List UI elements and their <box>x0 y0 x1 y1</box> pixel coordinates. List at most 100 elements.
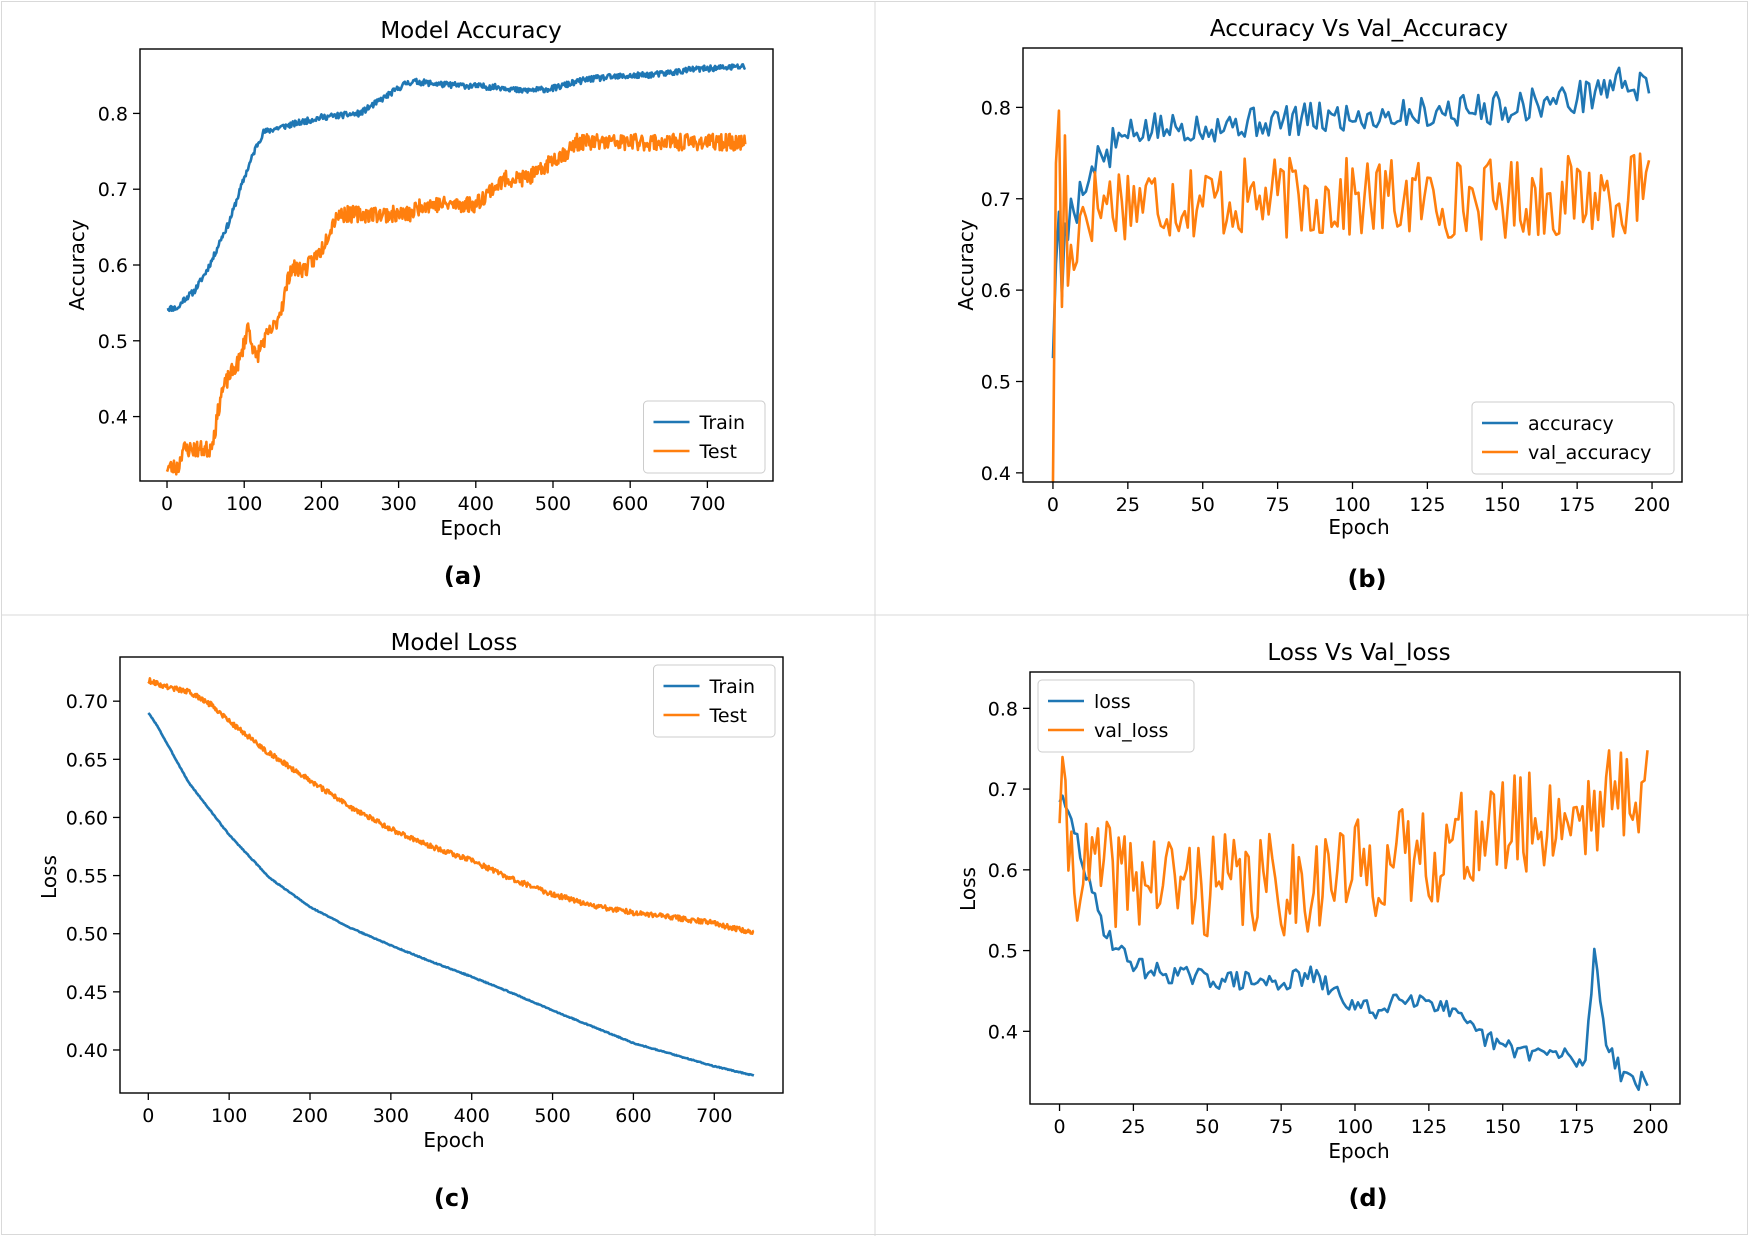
legend-box <box>653 664 776 738</box>
x-tick-label: 175 <box>1558 1116 1594 1138</box>
x-tick-label: 125 <box>1411 1116 1447 1138</box>
legend: Train Test <box>643 400 766 474</box>
x-axis-label: Epoch <box>1328 1139 1389 1163</box>
x-tick-label: 500 <box>534 1105 570 1127</box>
series-lines <box>1051 66 1651 482</box>
series-line-test <box>147 677 755 935</box>
x-tick-label: 700 <box>689 493 725 515</box>
x-tick-label: 0 <box>142 1105 154 1127</box>
y-tick-label: 0.6 <box>981 280 1011 302</box>
y-tick-label: 0.8 <box>98 103 128 125</box>
x-tick-label: 25 <box>1121 1116 1145 1138</box>
y-tick-label: 0.40 <box>66 1040 108 1062</box>
legend-label: loss <box>1094 691 1131 713</box>
series-line-val-accuracy <box>1051 109 1651 482</box>
x-tick-label: 300 <box>380 493 416 515</box>
series-line-accuracy <box>1051 66 1651 359</box>
legend-label: Test <box>699 441 737 463</box>
x-tick-label: 100 <box>211 1105 247 1127</box>
x-tick-label: 0 <box>1047 494 1059 516</box>
panel-b-accuracy-vs-val-accuracy: Accuracy Vs Val_Accuracy Epoch Accuracy … <box>954 16 1683 593</box>
y-axis-label: Loss <box>37 855 61 899</box>
x-tick-label: 75 <box>1269 1116 1293 1138</box>
panel-label: (c) <box>434 1184 470 1212</box>
y-tick-label: 0.65 <box>66 749 108 771</box>
x-tick-label: 200 <box>1632 1116 1668 1138</box>
x-tick-label: 200 <box>303 493 339 515</box>
legend-label: Train <box>699 412 746 434</box>
legend-label: Train <box>709 676 756 698</box>
series-line-val-loss <box>1058 749 1649 938</box>
x-tick-label: 0 <box>1053 1116 1065 1138</box>
series-line-loss <box>1058 794 1649 1092</box>
chart-title: Loss Vs Val_loss <box>1267 640 1450 666</box>
y-axis-label: Loss <box>956 867 980 911</box>
x-tick-label: 700 <box>696 1105 732 1127</box>
legend-label: val_loss <box>1094 720 1168 742</box>
y-tick-label: 0.7 <box>98 179 128 201</box>
x-tick-label: 75 <box>1266 494 1290 516</box>
x-tick-label: 600 <box>612 493 648 515</box>
x-axis-label: Epoch <box>423 1128 484 1152</box>
y-tick-label: 0.7 <box>981 189 1011 211</box>
y-tick-label: 0.50 <box>66 924 108 946</box>
legend-label: val_accuracy <box>1528 442 1651 464</box>
legend: loss val_loss <box>1037 679 1195 753</box>
y-tick-label: 0.4 <box>988 1021 1018 1043</box>
legend: Train Test <box>653 664 776 738</box>
x-tick-label: 0 <box>161 493 173 515</box>
x-tick-label: 150 <box>1484 494 1520 516</box>
panel-d-loss-vs-val-loss: Loss Vs Val_loss Epoch Loss (d) 0 25 50 75 1… <box>956 640 1681 1212</box>
y-tick-label: 0.6 <box>988 860 1018 882</box>
x-axis-label: Epoch <box>440 516 501 540</box>
series-line-test <box>165 132 747 476</box>
x-tick-label: 50 <box>1191 494 1215 516</box>
x-tick-label: 200 <box>292 1105 328 1127</box>
y-tick-label: 0.8 <box>988 698 1018 720</box>
x-tick-label: 300 <box>373 1105 409 1127</box>
x-tick-label: 100 <box>1334 494 1370 516</box>
legend-box <box>643 400 766 474</box>
y-tick-label: 0.55 <box>66 866 108 888</box>
y-axis-label: Accuracy <box>65 219 89 310</box>
x-tick-label: 200 <box>1634 494 1670 516</box>
legend-label: Test <box>709 705 747 727</box>
x-tick-label: 600 <box>615 1105 651 1127</box>
y-tick-label: 0.70 <box>66 691 108 713</box>
series-lines <box>1058 749 1649 1092</box>
x-tick-label: 100 <box>226 493 262 515</box>
y-tick-label: 0.5 <box>98 331 128 353</box>
x-tick-label: 100 <box>1337 1116 1373 1138</box>
x-tick-label: 175 <box>1559 494 1595 516</box>
x-tick-label: 50 <box>1195 1116 1219 1138</box>
panel-c-model-loss: Model Loss Epoch Loss (c) 0 100 200 300 400 5… <box>37 630 784 1212</box>
y-tick-label: 0.45 <box>66 982 108 1004</box>
x-tick-label: 150 <box>1485 1116 1521 1138</box>
y-tick-label: 0.7 <box>988 779 1018 801</box>
panel-label: (a) <box>444 562 482 590</box>
chart-title: Model Loss <box>391 630 518 656</box>
chart-title: Accuracy Vs Val_Accuracy <box>1210 16 1508 42</box>
series-lines <box>165 62 747 476</box>
panel-label: (d) <box>1348 1184 1387 1212</box>
legend-box <box>1471 401 1675 475</box>
chart-title: Model Accuracy <box>380 18 561 44</box>
y-axis-label: Accuracy <box>954 219 978 310</box>
y-tick-label: 0.60 <box>66 807 108 829</box>
panel-a-model-accuracy: Model Accuracy Epoch Accuracy (a) 0 100 20… <box>65 18 774 590</box>
x-tick-label: 500 <box>535 493 571 515</box>
series-line-train <box>166 62 747 313</box>
x-tick-label: 25 <box>1116 494 1140 516</box>
x-tick-label: 400 <box>458 493 494 515</box>
series-line-train <box>147 712 755 1077</box>
x-tick-label: 400 <box>454 1105 490 1127</box>
x-axis-label: Epoch <box>1328 515 1389 539</box>
y-tick-label: 0.5 <box>981 371 1011 393</box>
y-tick-label: 0.4 <box>981 463 1011 485</box>
panel-label: (b) <box>1347 565 1386 593</box>
y-tick-label: 0.4 <box>98 407 128 429</box>
x-tick-label: 125 <box>1409 494 1445 516</box>
y-tick-label: 0.6 <box>98 255 128 277</box>
